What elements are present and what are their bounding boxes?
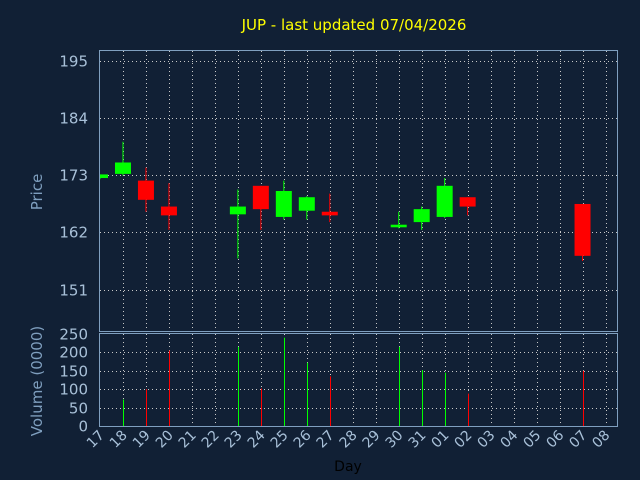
volume-tick-label: 200: [59, 344, 88, 362]
candle-body: [114, 162, 131, 174]
volume-tick-label: 100: [59, 381, 88, 399]
x-axis-label: Day: [334, 459, 362, 475]
candle-body: [229, 206, 246, 215]
candle-body: [160, 206, 177, 216]
price-tick-labels: 151 162 173 184 195: [59, 53, 88, 300]
volume-bar: [307, 362, 308, 426]
volume-bar: [146, 389, 147, 426]
volume-tick-label: 150: [59, 363, 88, 381]
candle-body: [436, 185, 453, 217]
volume-bar: [284, 337, 285, 426]
price-axis-label: Price: [28, 174, 46, 211]
volume-tick-label: 0: [78, 418, 88, 436]
candle-body: [100, 174, 108, 179]
volume-tick-label: 250: [59, 326, 88, 344]
volume-bar: [422, 370, 423, 426]
price-plot-frame: [99, 50, 618, 332]
volume-axis-label: Volume (0000): [28, 326, 46, 436]
day-tick-labels: 17 18 19 20 21 22 23 24 25 26 27 28 29 30 31 01 02 03 04 05…: [84, 427, 613, 451]
volume-bars: [123, 337, 584, 426]
volume-bar: [123, 399, 124, 426]
candle-body: [321, 211, 338, 216]
volume-tick-label: 50: [69, 400, 88, 418]
candle-body: [252, 185, 269, 210]
volume-bar: [399, 346, 400, 426]
volume-bar: [468, 393, 469, 426]
candle-body: [574, 203, 591, 256]
candle-body: [275, 191, 292, 217]
price-tick-label: 173: [59, 167, 88, 185]
volume-bar: [169, 350, 170, 426]
candlesticks: [99, 141, 591, 261]
volume-bar: [238, 346, 239, 426]
price-tick-label: 162: [59, 224, 88, 242]
candle-body: [459, 197, 476, 207]
volume-plot-frame: [99, 333, 618, 427]
price-tick-label: 195: [59, 53, 88, 71]
volume-bar: [261, 388, 262, 426]
chart-title: JUP - last updated 07/04/2026: [241, 16, 467, 34]
volume-bar: [330, 376, 331, 426]
price-tick-label: 151: [59, 282, 88, 300]
volume-bar: [583, 370, 584, 426]
candle-body: [298, 197, 315, 211]
candle-body: [413, 209, 430, 223]
volume-bar: [445, 372, 446, 426]
candle-body: [137, 180, 154, 200]
price-tick-label: 184: [59, 110, 88, 128]
candle-body: [390, 224, 407, 228]
